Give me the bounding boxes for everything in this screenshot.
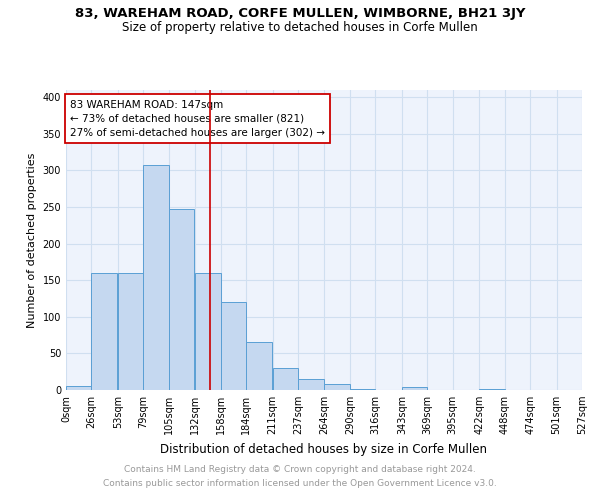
Bar bbox=[221, 302, 246, 390]
Bar bbox=[169, 210, 194, 390]
Bar bbox=[402, 387, 427, 390]
Bar bbox=[143, 166, 169, 390]
Bar bbox=[66, 386, 91, 390]
Text: 83 WAREHAM ROAD: 147sqm
← 73% of detached houses are smaller (821)
27% of semi-d: 83 WAREHAM ROAD: 147sqm ← 73% of detache… bbox=[70, 100, 325, 138]
Bar bbox=[479, 388, 505, 390]
Text: Distribution of detached houses by size in Corfe Mullen: Distribution of detached houses by size … bbox=[161, 442, 487, 456]
Text: 83, WAREHAM ROAD, CORFE MULLEN, WIMBORNE, BH21 3JY: 83, WAREHAM ROAD, CORFE MULLEN, WIMBORNE… bbox=[75, 8, 525, 20]
Bar bbox=[272, 368, 298, 390]
Bar bbox=[350, 388, 376, 390]
Bar bbox=[118, 273, 143, 390]
Bar bbox=[325, 384, 350, 390]
Bar bbox=[195, 273, 221, 390]
Text: Contains HM Land Registry data © Crown copyright and database right 2024.
Contai: Contains HM Land Registry data © Crown c… bbox=[103, 466, 497, 487]
Bar bbox=[298, 379, 323, 390]
Y-axis label: Number of detached properties: Number of detached properties bbox=[27, 152, 37, 328]
Bar bbox=[91, 273, 117, 390]
Bar bbox=[246, 342, 272, 390]
Text: Size of property relative to detached houses in Corfe Mullen: Size of property relative to detached ho… bbox=[122, 21, 478, 34]
